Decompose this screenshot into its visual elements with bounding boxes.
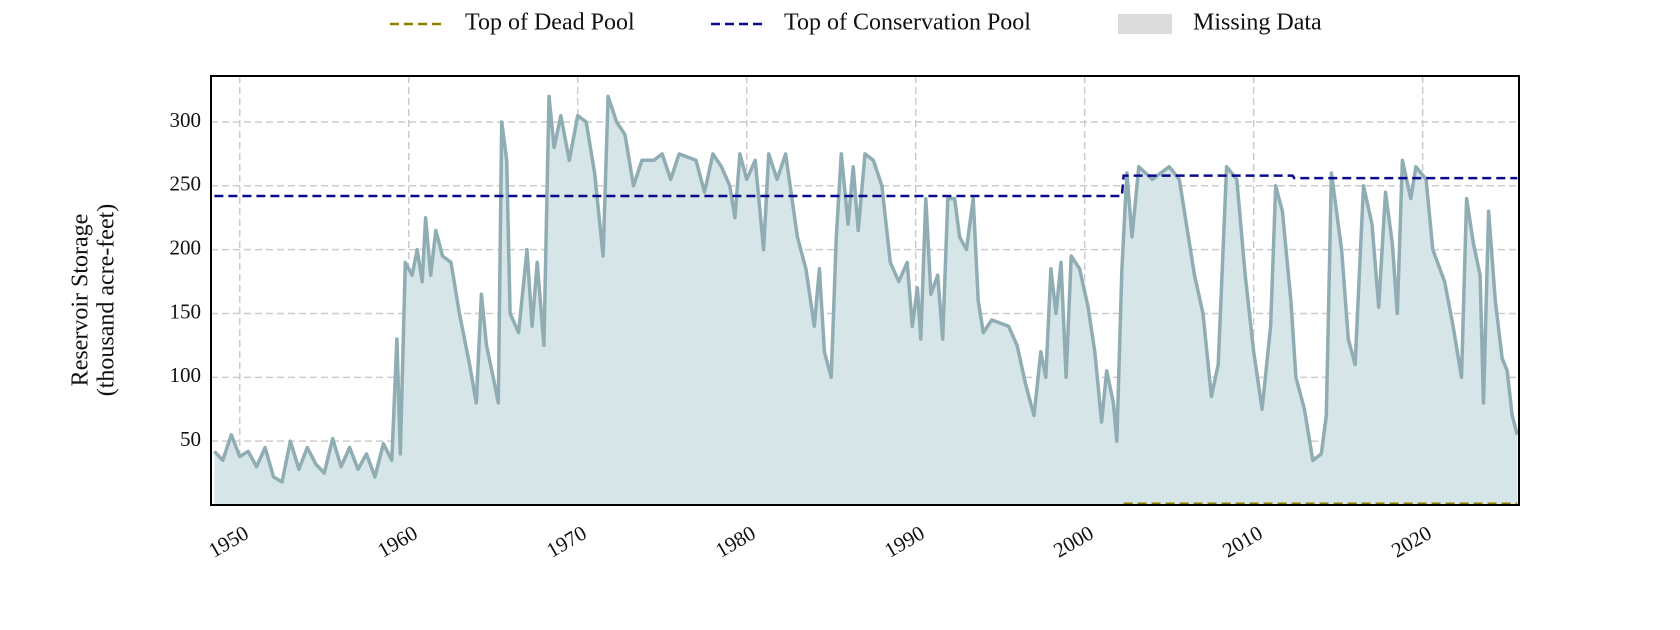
x-tick-label: 1960 (373, 521, 421, 563)
y-tick-label: 200 (170, 235, 202, 259)
legend-label: Missing Data (1193, 10, 1322, 36)
plot-frame (210, 75, 1520, 506)
x-tick-label: 2000 (1049, 521, 1097, 563)
y-tick-label: 100 (170, 363, 202, 387)
area-fill (214, 96, 1518, 506)
y-tick-label: 250 (170, 172, 202, 196)
storage-line (213, 94, 1519, 484)
x-tick-label: 1980 (711, 521, 759, 563)
legend-label: Top of Conservation Pool (784, 10, 1031, 36)
x-tick-label: 1990 (880, 521, 928, 563)
y-tick-label: 300 (170, 108, 202, 132)
x-tick-label: 1970 (542, 521, 590, 563)
x-tick-label: 2020 (1387, 521, 1435, 563)
y-axis-label: Reservoir Storage (68, 214, 94, 387)
legend-label: Top of Dead Pool (465, 10, 635, 36)
x-tick-label: 1950 (204, 521, 252, 563)
legend-swatch (1118, 14, 1172, 34)
pool-line (214, 174, 1518, 198)
y-tick-label: 150 (170, 299, 202, 323)
y-tick-label: 50 (180, 427, 201, 451)
x-tick-label: 2010 (1218, 521, 1266, 563)
y-axis-label: (thousand acre-feet) (94, 204, 120, 397)
